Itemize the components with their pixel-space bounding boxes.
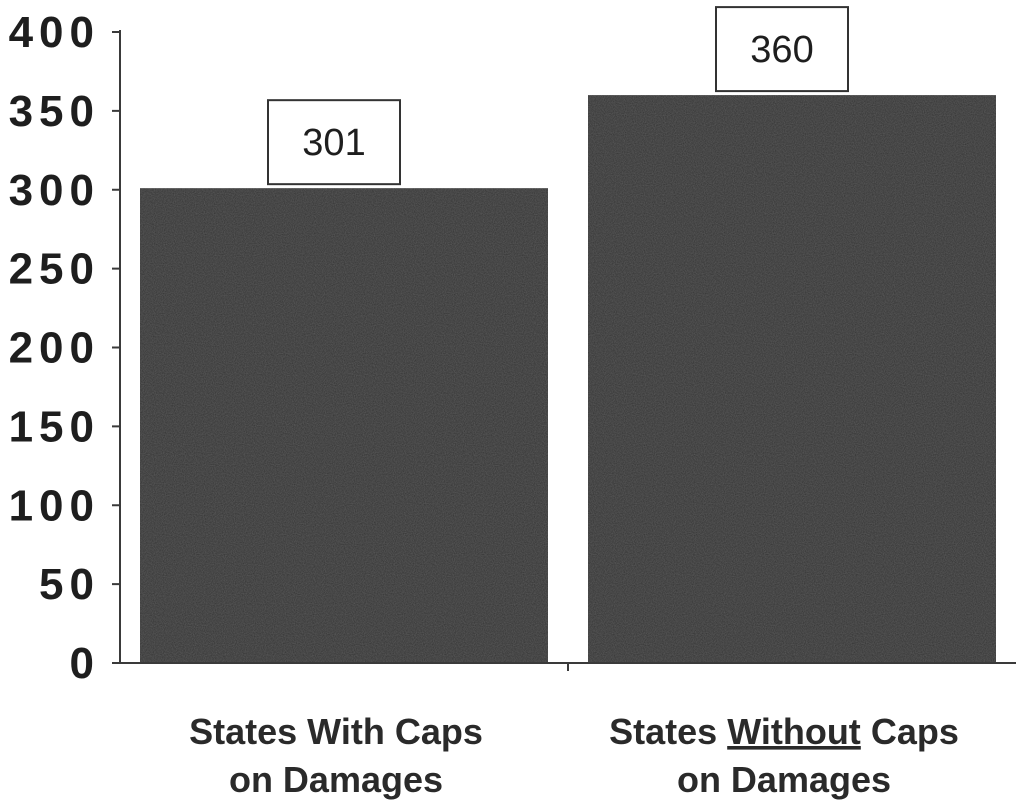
category-label-line2: on Damages (677, 759, 891, 800)
bars-group (140, 95, 996, 664)
bar-1 (140, 188, 548, 664)
y-tick-label: 300 (9, 166, 100, 215)
category-label-line1: States Without Caps (609, 711, 959, 752)
y-tick-label: 400 (9, 8, 100, 57)
y-tick-label: 100 (9, 481, 100, 530)
labels-group: 0 50 100 150 200 250 300 350 400 301 360 States Wit… (9, 6, 959, 800)
y-tick-label: 200 (9, 324, 100, 373)
category-label-line1: States With Caps (189, 711, 483, 752)
category-label-line2: on Damages (229, 759, 443, 800)
y-tick-label: 350 (9, 87, 100, 136)
category-label-segment: Caps (861, 711, 959, 752)
y-tick-label: 50 (39, 560, 100, 609)
data-label: 360 (750, 29, 813, 71)
axes-group (112, 30, 1016, 671)
data-label-box (715, 6, 849, 93)
y-tick-label: 250 (9, 245, 100, 294)
data-label: 301 (302, 122, 365, 164)
y-tick-label: 0 (70, 639, 100, 688)
category-label-segment: States (609, 711, 727, 752)
data-label-box (267, 99, 401, 186)
bar-2 (588, 95, 996, 664)
category-label-emphasis: Without (727, 711, 861, 752)
category-label-segment: States With Caps (189, 711, 483, 752)
y-tick-label: 150 (9, 402, 100, 451)
